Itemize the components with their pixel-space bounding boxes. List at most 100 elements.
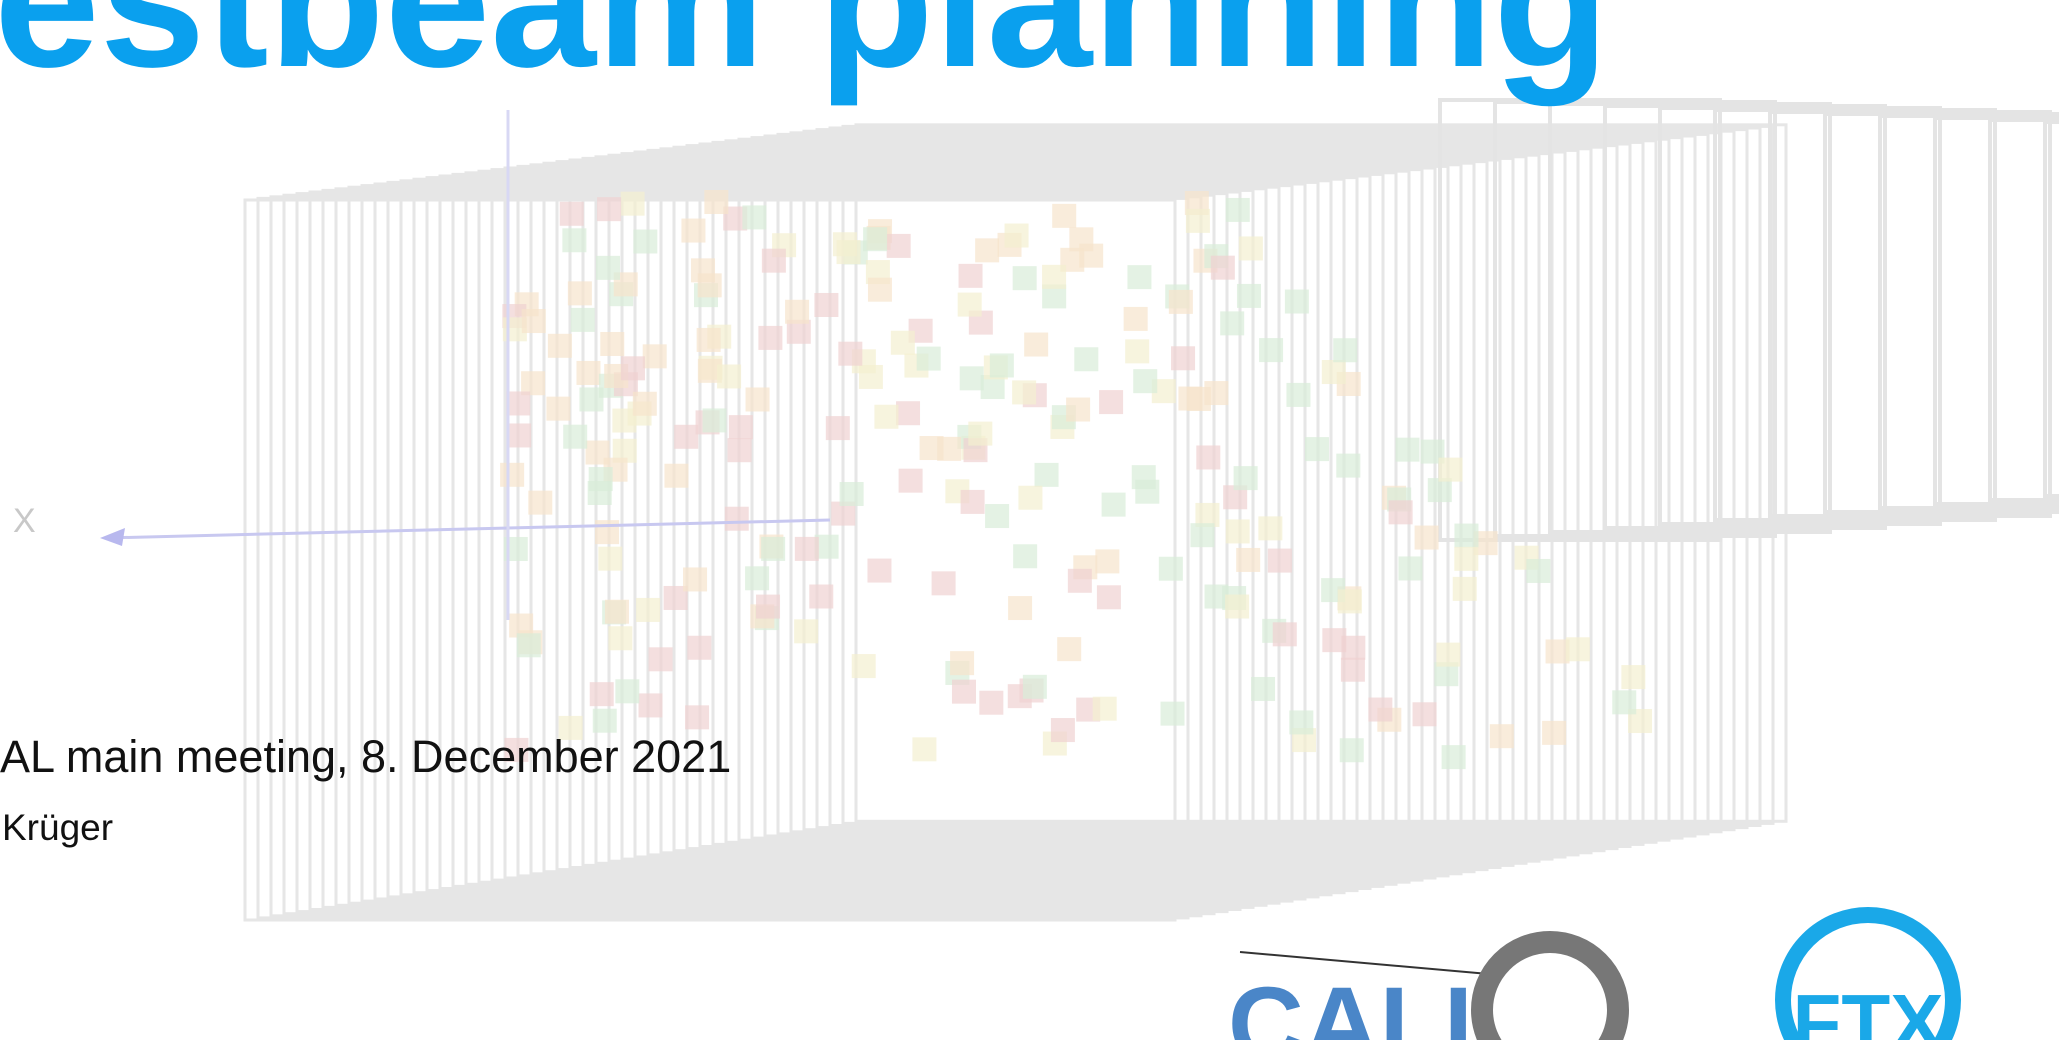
detector-layer	[643, 344, 667, 368]
detector-layer	[1273, 622, 1297, 646]
detector-layer	[649, 647, 673, 671]
detector-layer	[636, 598, 660, 622]
detector-layer	[1226, 198, 1250, 222]
detector-layer	[560, 202, 584, 226]
detector-layer	[1612, 690, 1636, 714]
detector-layer	[1226, 519, 1250, 543]
detector-layer	[1234, 466, 1258, 490]
detector-layer	[1042, 265, 1066, 289]
detector-layer	[1258, 516, 1282, 540]
detector-layer	[1454, 547, 1478, 571]
detector-layer	[562, 228, 586, 252]
detector-layer	[1005, 224, 1029, 248]
detector-layer	[1135, 480, 1159, 504]
detector-layer	[840, 482, 864, 506]
detector-layer	[917, 347, 941, 371]
detector-layer	[1236, 548, 1260, 572]
detector-layer	[1196, 445, 1220, 469]
logo-text: CALI	[1228, 966, 1473, 1040]
detector-layer	[571, 308, 595, 332]
detector-layer	[615, 679, 639, 703]
logo-text: FTX	[1792, 978, 1943, 1040]
detector-layer	[568, 281, 592, 305]
detector-layer	[1178, 387, 1202, 411]
detector-layer	[950, 651, 974, 675]
detector-layer	[1205, 585, 1229, 609]
detector-layer	[1099, 390, 1123, 414]
detector-layer	[1079, 244, 1103, 268]
detector-layer	[1438, 458, 1462, 482]
detector-layer	[1490, 724, 1514, 748]
detector-layer	[323, 190, 1253, 907]
detector-layer	[427, 178, 1357, 891]
detector-layer	[958, 293, 982, 317]
detector-layer	[1389, 500, 1413, 524]
detector-layer	[746, 387, 770, 411]
detector-layer	[729, 415, 753, 439]
detector-layer	[1171, 346, 1195, 370]
detector-layer	[563, 425, 587, 449]
detector-layer	[1159, 557, 1183, 581]
detector-layer	[1268, 549, 1292, 573]
detector-layer	[960, 366, 984, 390]
detector-layer	[633, 229, 657, 253]
detector-layer	[589, 467, 613, 491]
detector-layer	[1190, 523, 1214, 547]
detector-layer	[874, 405, 898, 429]
detector-layer	[1161, 702, 1185, 726]
detector-layer	[697, 328, 721, 352]
detector-layer	[761, 537, 785, 561]
detector-layer	[717, 364, 741, 388]
calice-logo: CALI	[1228, 942, 1618, 1040]
detector-layer	[681, 219, 705, 243]
detector-layer	[1008, 596, 1032, 620]
detector-layer	[985, 504, 1009, 528]
slide: X estbeam planning AL main meeting, 8. D…	[0, 0, 2059, 1040]
detector-layer	[1398, 556, 1422, 580]
detector-layer	[1442, 745, 1466, 769]
detector-layer	[1035, 463, 1059, 487]
detector-layer	[1338, 589, 1362, 613]
detector-layer	[1239, 236, 1263, 260]
detector-layer	[833, 232, 857, 256]
detector-layer	[1259, 338, 1283, 362]
detector-layer	[1211, 256, 1235, 280]
detector-layer	[1023, 675, 1047, 699]
detector-layer	[1102, 493, 1126, 517]
detector-layer	[517, 633, 541, 657]
detector-layer	[598, 547, 622, 571]
detector-layer	[968, 422, 992, 446]
detector-layer	[507, 423, 531, 447]
detector-layer	[758, 326, 782, 350]
detector-layer	[1051, 718, 1075, 742]
detector-layer	[586, 441, 610, 465]
detector-layer	[975, 238, 999, 262]
detector-layer	[1127, 265, 1151, 289]
detector-layer	[1133, 369, 1157, 393]
detector-layer	[506, 391, 530, 415]
detector-layer	[548, 334, 572, 358]
detector-layer	[593, 709, 617, 733]
detector-layer	[685, 705, 709, 729]
detector-layer	[852, 654, 876, 678]
detector-layer	[899, 469, 923, 493]
detector-layer	[725, 507, 749, 531]
detector-layer	[1286, 383, 1310, 407]
page: X estbeam planning AL main meeting, 8. D…	[0, 0, 2059, 1040]
detector-layer	[1093, 697, 1117, 721]
detector-layer	[912, 737, 936, 761]
detector-layer	[500, 463, 524, 487]
detector-layer	[891, 331, 915, 355]
detector-layer	[1453, 577, 1477, 601]
detector-layer	[664, 464, 688, 488]
detector-layer	[762, 249, 786, 273]
detector-layer	[794, 619, 818, 643]
detector-layer	[1057, 637, 1081, 661]
detector-layer	[1428, 478, 1452, 502]
detector-layer	[1413, 702, 1437, 726]
detector-layer	[1012, 380, 1036, 404]
detector-layer	[638, 693, 662, 717]
detector-layer	[817, 130, 1747, 828]
detector-layer	[1305, 437, 1329, 461]
detector-layer	[522, 309, 546, 333]
